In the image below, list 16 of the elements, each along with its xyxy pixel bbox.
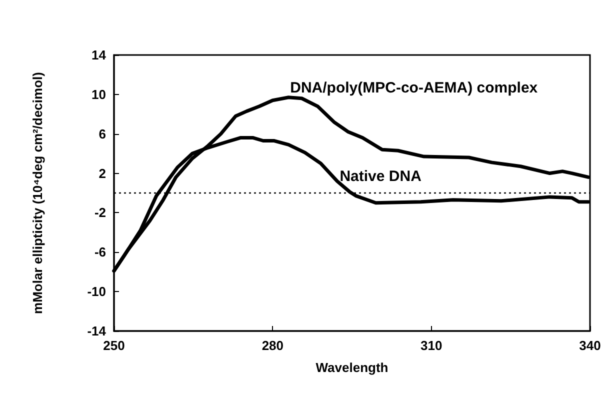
series-label: Native DNA — [340, 168, 422, 185]
series-label: DNA/poly(MPC-co-AEMA) complex — [290, 80, 538, 97]
y-tick-label: -10 — [87, 284, 106, 300]
y-tick-label: 14 — [92, 48, 107, 62]
x-tick-label: 310 — [420, 338, 442, 353]
y-tick-label: 10 — [92, 86, 106, 102]
y-tick-label: -6 — [94, 244, 106, 260]
y-axis-title: mMolar ellipticity (10⁴deg cm²/decimol) — [30, 72, 45, 314]
x-tick-label: 250 — [103, 338, 125, 353]
x-axis-title: Wavelength — [316, 360, 388, 375]
x-tick-label: 280 — [262, 338, 284, 353]
y-tick-label: 6 — [98, 126, 106, 142]
y-tick-label: -2 — [94, 205, 106, 220]
y-tick-label: 2 — [98, 166, 106, 181]
y-tick-label: -14 — [87, 324, 107, 338]
x-tick-label: 340 — [579, 338, 601, 353]
